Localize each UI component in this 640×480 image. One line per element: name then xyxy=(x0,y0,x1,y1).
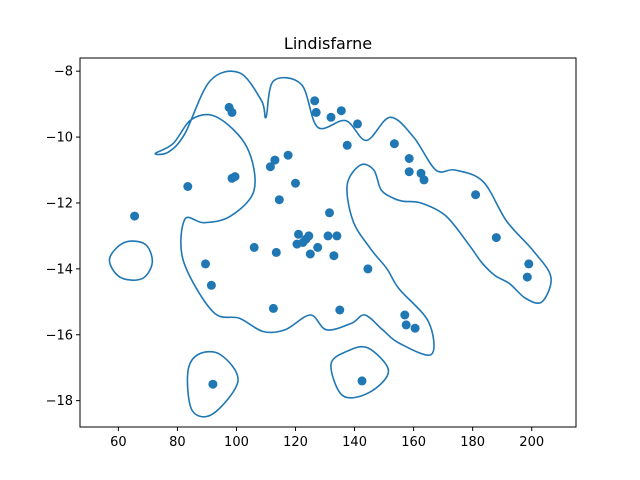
scatter-point xyxy=(310,96,320,106)
y-tick-label: −12 xyxy=(46,196,73,211)
chart-title: Lindisfarne xyxy=(284,34,372,53)
scatter-point xyxy=(294,229,303,239)
x-tick-label: 200 xyxy=(519,435,544,450)
x-axis-ticks: 60 80 100 120 140 160 180 200 xyxy=(110,427,544,450)
scatter-point xyxy=(227,107,237,117)
y-tick-label: −16 xyxy=(46,328,73,343)
y-tick-label: −14 xyxy=(46,262,73,277)
scatter-point xyxy=(400,310,410,320)
y-tick-label: −18 xyxy=(46,394,73,409)
scatter-point xyxy=(305,249,315,259)
scatter-point xyxy=(404,167,414,177)
scatter-point xyxy=(342,140,352,150)
scatter-point xyxy=(522,272,532,282)
scatter-point xyxy=(274,195,284,205)
scatter-point xyxy=(311,107,321,117)
scatter-point xyxy=(283,150,293,160)
scatter-point xyxy=(410,323,420,333)
scatter-point xyxy=(230,172,240,182)
x-tick-label: 60 xyxy=(110,435,127,450)
scatter-point xyxy=(524,259,534,269)
scatter-point xyxy=(201,259,210,269)
y-tick-label: −10 xyxy=(46,131,73,146)
scatter-point xyxy=(325,208,334,218)
x-tick-label: 100 xyxy=(224,435,249,450)
scatter-point xyxy=(357,376,367,386)
scatter-point xyxy=(323,231,333,241)
scatter-point xyxy=(183,182,193,191)
scatter-point xyxy=(335,305,345,315)
scatter-point xyxy=(249,242,259,252)
plot-area-frame xyxy=(79,57,577,428)
scatter-point xyxy=(265,162,275,172)
x-tick-label: 140 xyxy=(342,435,367,450)
scatter-point xyxy=(471,190,481,200)
density-contour-4 xyxy=(330,345,390,399)
density-contour-1 xyxy=(154,70,552,357)
scatter-point xyxy=(313,242,323,252)
scatter-point xyxy=(271,247,281,257)
scatter-point xyxy=(419,175,429,185)
scatter-point xyxy=(329,251,339,261)
scatter-point xyxy=(363,264,373,274)
x-tick-label: 80 xyxy=(169,435,186,450)
density-contour-2 xyxy=(108,240,154,281)
x-tick-label: 120 xyxy=(283,435,308,450)
scatter-point xyxy=(401,320,411,330)
scatter-point xyxy=(353,119,362,129)
y-axis-ticks: −18 −16 −14 −12 −10 −8 xyxy=(46,65,80,409)
scatter-point xyxy=(491,233,501,243)
x-tick-label: 180 xyxy=(460,435,485,450)
scatter-point xyxy=(270,155,280,165)
scatter-point xyxy=(291,178,300,188)
contour-layer xyxy=(108,70,552,418)
scatter-point xyxy=(404,154,414,163)
x-tick-label: 160 xyxy=(401,435,426,450)
scatter-point xyxy=(304,231,314,241)
scatter-point xyxy=(208,379,218,389)
scatter-point xyxy=(389,139,399,149)
scatter-point xyxy=(336,106,346,116)
scatter-point xyxy=(206,280,216,290)
point-layer xyxy=(130,96,534,389)
scatter-point xyxy=(268,303,278,313)
scatter-point xyxy=(130,211,140,221)
scatter-point xyxy=(332,231,342,241)
y-tick-label: −8 xyxy=(54,65,73,80)
density-contour-3 xyxy=(186,350,239,418)
scatter-point xyxy=(326,112,336,122)
